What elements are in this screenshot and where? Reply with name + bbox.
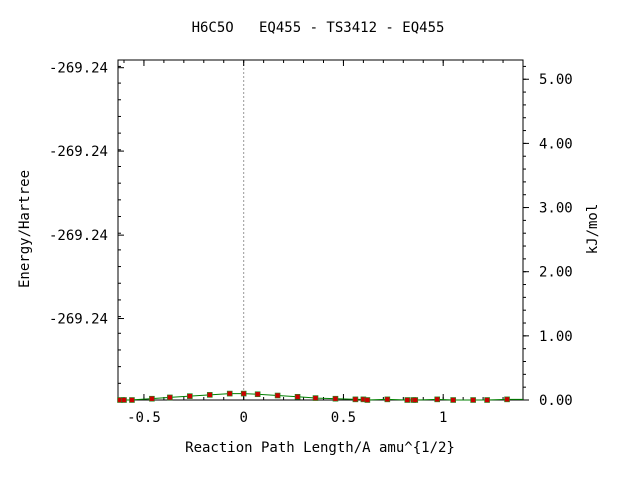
data-point bbox=[364, 397, 371, 403]
y-left-tick-label: -269.24 bbox=[49, 312, 108, 328]
data-point bbox=[226, 390, 233, 397]
data-point bbox=[412, 397, 419, 403]
y-right-tick-label: 5.00 bbox=[539, 72, 573, 88]
right-y-axis-label: kJ/mol bbox=[585, 204, 601, 255]
chart-title: H6C5O EQ455 - TS3412 - EQ455 bbox=[192, 20, 445, 36]
data-point bbox=[129, 397, 135, 403]
plot-frame bbox=[117, 59, 524, 401]
data-point bbox=[167, 394, 173, 401]
x-axis-label: Reaction Path Length/A amu^{1/2} bbox=[185, 440, 455, 456]
data-point bbox=[187, 393, 193, 399]
data-point bbox=[294, 393, 301, 400]
data-point bbox=[312, 395, 319, 401]
data-point bbox=[450, 397, 456, 403]
left-y-axis-label: Energy/Hartree bbox=[17, 170, 33, 288]
data-points bbox=[117, 390, 510, 403]
data-point bbox=[149, 395, 155, 402]
x-tick-label: 0 bbox=[239, 410, 247, 426]
data-point bbox=[206, 392, 213, 398]
data-point bbox=[404, 397, 411, 403]
left-y-tick-labels: -269.24 -269.24 -269.24 -269.24 bbox=[49, 61, 108, 328]
series-lines bbox=[118, 393, 523, 401]
y-right-tick-label: 0.00 bbox=[539, 393, 573, 409]
series-line bbox=[118, 393, 523, 401]
right-y-tick-labels: 0.00 1.00 2.00 3.00 4.00 5.00 bbox=[539, 72, 573, 409]
data-point bbox=[332, 395, 339, 402]
data-point bbox=[504, 396, 510, 403]
y-right-tick-label: 4.00 bbox=[539, 136, 573, 152]
x-tick-labels: -0.5 0 0.5 1 bbox=[127, 410, 447, 426]
data-point bbox=[274, 392, 281, 399]
x-tick-label: 1 bbox=[439, 410, 447, 426]
data-point bbox=[470, 397, 476, 403]
x-tick-label: 0.5 bbox=[331, 410, 356, 426]
y-left-tick-label: -269.24 bbox=[49, 144, 108, 160]
data-point bbox=[121, 397, 127, 403]
data-point bbox=[384, 396, 391, 403]
data-point bbox=[254, 391, 261, 398]
data-point bbox=[240, 390, 247, 397]
y-left-tick-label: -269.24 bbox=[49, 228, 108, 244]
y-right-tick-label: 1.00 bbox=[539, 329, 573, 345]
data-point bbox=[484, 397, 490, 403]
x-tick-label: -0.5 bbox=[127, 410, 161, 426]
axis-ticks bbox=[118, 60, 529, 401]
y-right-tick-label: 2.00 bbox=[539, 265, 573, 281]
y-left-tick-label: -269.24 bbox=[49, 61, 108, 77]
data-point bbox=[352, 396, 359, 403]
y-right-tick-label: 3.00 bbox=[539, 201, 573, 217]
data-point bbox=[434, 396, 441, 403]
